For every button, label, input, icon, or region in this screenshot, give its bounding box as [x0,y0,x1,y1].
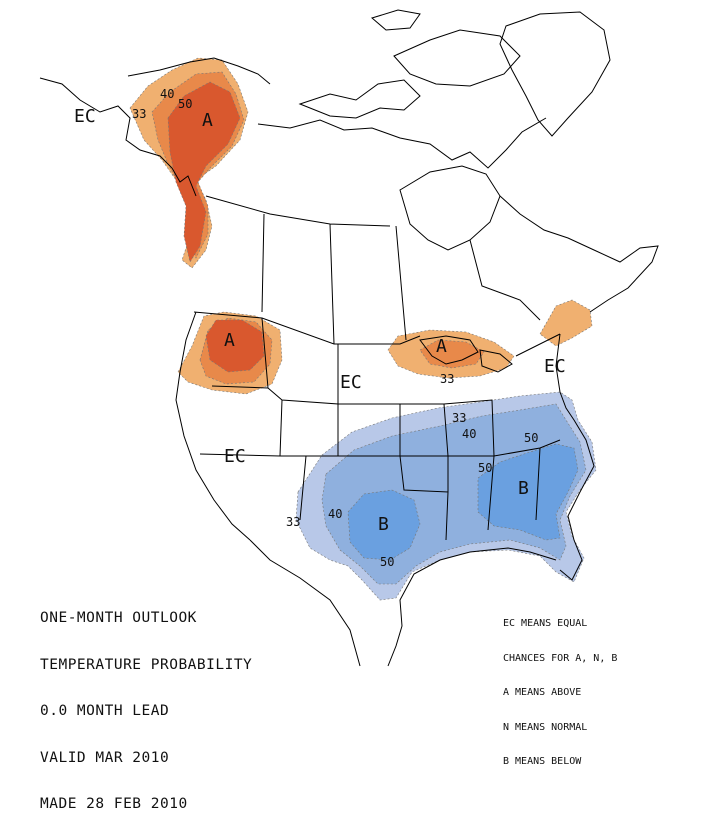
prob-label-texas-40: 40 [328,507,342,521]
prob-label-south-40: 40 [462,427,476,441]
mexico-coast [249,539,361,667]
ec-label-northeast: EC [544,356,566,377]
outlook-title-block: ONE-MONTH OUTLOOK TEMPERATURE PROBABILIT… [40,580,252,828]
map-boundaries [39,9,659,667]
prob-label-lakes-33: 33 [440,372,454,386]
title-line: ONE-MONTH OUTLOOK [40,610,197,626]
above-40-lakes-area [419,339,485,369]
below-50-se-area [477,443,579,541]
canada-provinces [205,195,541,345]
legend-line: A MEANS ABOVE [503,687,582,698]
prob-label-south-50: 50 [478,461,492,475]
above-33-ne-area [539,299,593,347]
above-label-great-lakes: A [436,336,447,357]
ec-label-alaska: EC [74,106,96,127]
below-normal-region [295,391,597,601]
category-labels: EC A A A EC EC EC B B [74,106,566,535]
outlook-map: 33 40 50 33 33 40 50 50 40 33 50 EC A A … [39,9,659,812]
legend-line: CHANCES FOR A, N, B [503,652,618,664]
greenland [499,11,611,137]
title-line: 0.0 MONTH LEAD [40,703,170,719]
legend-line: B MEANS BELOW [503,756,582,767]
below-50-tx-area [347,489,421,561]
alaska-north-coast [127,57,271,85]
us-canada-border [193,311,561,357]
us-east-coast [555,333,595,581]
legend-line: N MEANS NORMAL [503,721,588,733]
ec-label-plains: EC [340,372,362,393]
prob-label-alaska-40: 40 [160,87,174,101]
us-west-coast [175,311,251,541]
gulf-coast [387,547,557,667]
title-line: TEMPERATURE PROBABILITY [40,656,253,673]
title-line: MADE 28 FEB 2010 [40,796,188,812]
ec-label-southwest: EC [224,446,246,467]
below-label-southeast: B [518,478,529,499]
map-canvas: 33 40 50 33 33 40 50 50 40 33 50 EC A A … [39,9,659,667]
prob-label-sw-33: 33 [286,515,300,529]
arctic-islands [298,9,521,119]
alaska-coastline [39,77,197,197]
legend-block: EC MEANS EQUAL CHANCES FOR A, N, B A MEA… [503,595,617,779]
labrador-coast [499,195,659,313]
below-label-texas: B [378,514,389,535]
prob-label-texas-50: 50 [380,555,394,569]
above-label-northwest: A [224,330,235,351]
canada-arctic-coast [257,117,547,169]
prob-label-south-33: 33 [452,411,466,425]
prob-label-east-50: 50 [524,431,538,445]
prob-label-alaska-33: 33 [132,107,146,121]
legend-line: EC MEANS EQUAL [503,618,588,629]
us-state-lines [199,317,561,541]
hudson-bay [399,165,501,251]
probability-labels: 33 40 50 33 33 40 50 50 40 33 50 [132,87,538,569]
great-lakes [419,335,513,373]
above-50-alaska-area [167,81,241,263]
prob-label-alaska-50: 50 [178,97,192,111]
title-line: VALID MAR 2010 [40,749,170,766]
above-normal-region [129,57,593,395]
above-50-nw-area [205,319,265,373]
above-label-alaska: A [202,110,213,131]
